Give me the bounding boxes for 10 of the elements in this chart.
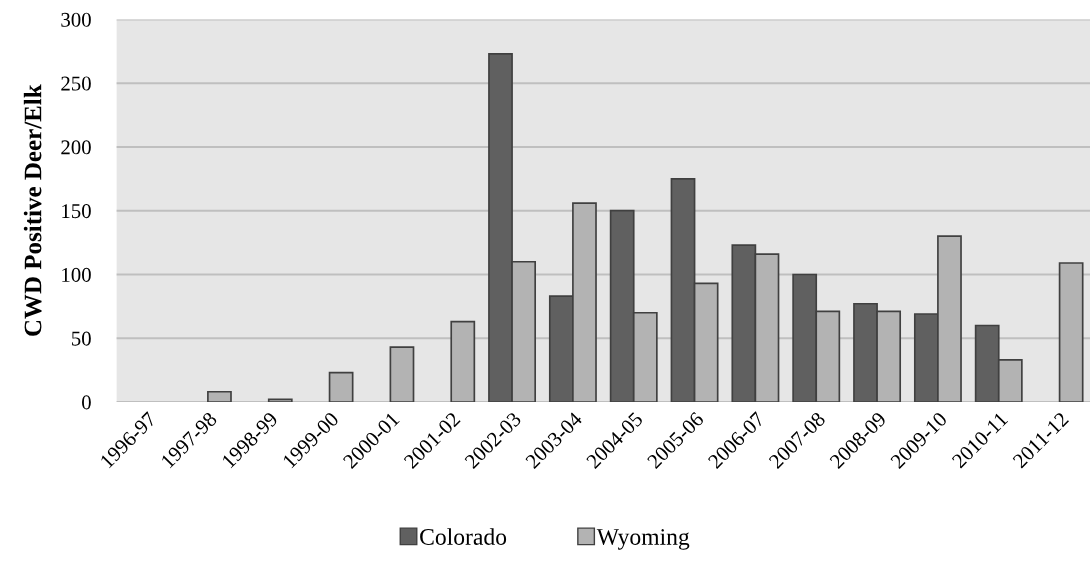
y-tick-label: 200 — [61, 140, 91, 155]
y-tick-label: 150 — [62, 204, 91, 219]
legend-label: Wyoming — [596, 529, 690, 550]
y-tick-label: 100 — [62, 267, 91, 282]
y-tick-label: 50 — [72, 331, 91, 346]
y-tick-label: 250 — [61, 76, 91, 91]
y-tick-label: 300 — [61, 12, 91, 27]
y-tick-label: 0 — [82, 395, 91, 410]
legend-label: Colorado — [420, 528, 507, 545]
y-axis-title: CWD Positive Deer/Elk — [23, 84, 42, 336]
